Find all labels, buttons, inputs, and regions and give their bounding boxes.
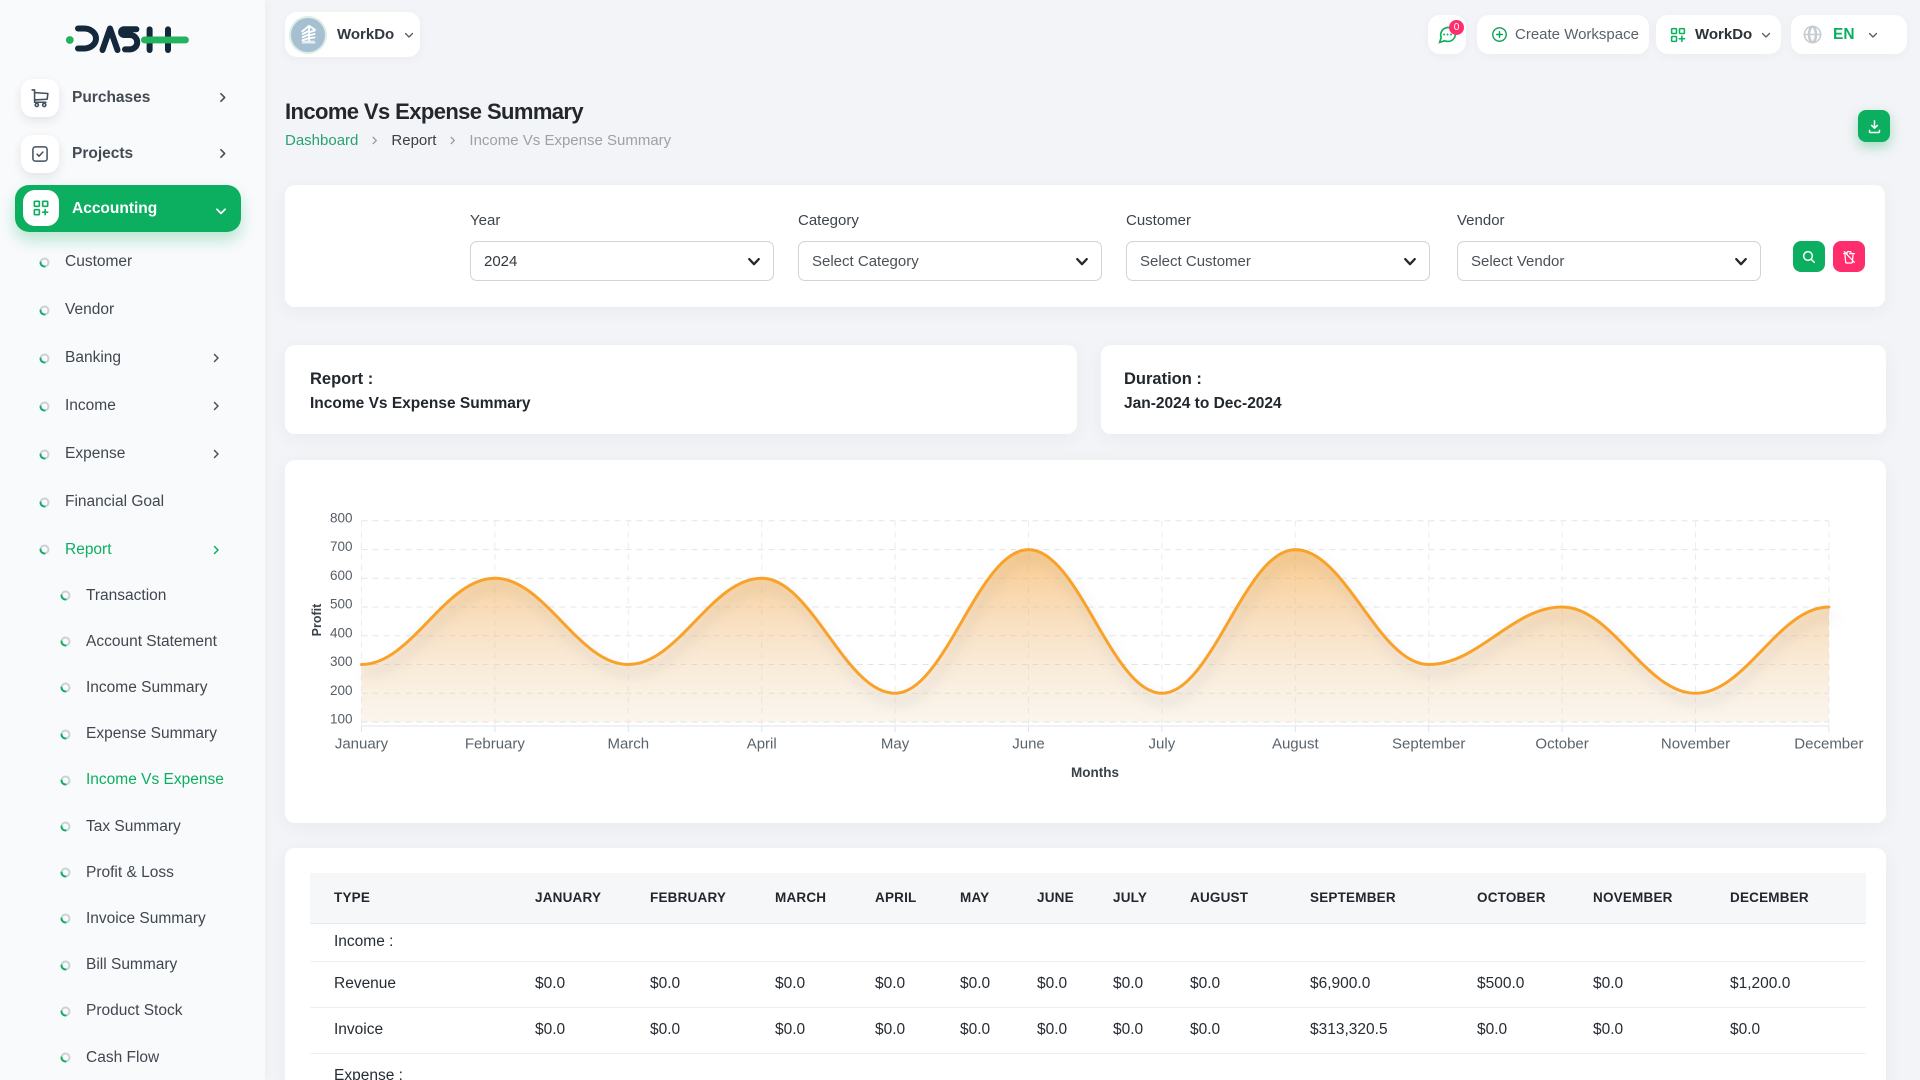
svg-text:July: July	[1149, 736, 1176, 753]
svg-text:800: 800	[330, 510, 353, 525]
svg-text:November: November	[1661, 736, 1730, 753]
svg-text:300: 300	[330, 654, 353, 669]
svg-text:Profit: Profit	[310, 603, 324, 636]
svg-text:April: April	[747, 736, 777, 753]
svg-text:500: 500	[330, 597, 353, 612]
svg-text:February: February	[465, 736, 526, 753]
svg-text:March: March	[607, 736, 649, 753]
svg-text:August: August	[1272, 736, 1320, 753]
svg-text:Months: Months	[1071, 765, 1119, 780]
svg-text:400: 400	[330, 625, 353, 640]
svg-text:January: January	[335, 736, 389, 753]
svg-text:100: 100	[330, 712, 353, 727]
svg-text:700: 700	[330, 539, 353, 554]
svg-text:October: October	[1535, 736, 1588, 753]
svg-text:600: 600	[330, 568, 353, 583]
svg-text:200: 200	[330, 683, 353, 698]
svg-text:September: September	[1392, 736, 1465, 753]
svg-text:May: May	[881, 736, 910, 753]
svg-text:June: June	[1012, 736, 1045, 753]
svg-text:December: December	[1794, 736, 1863, 753]
